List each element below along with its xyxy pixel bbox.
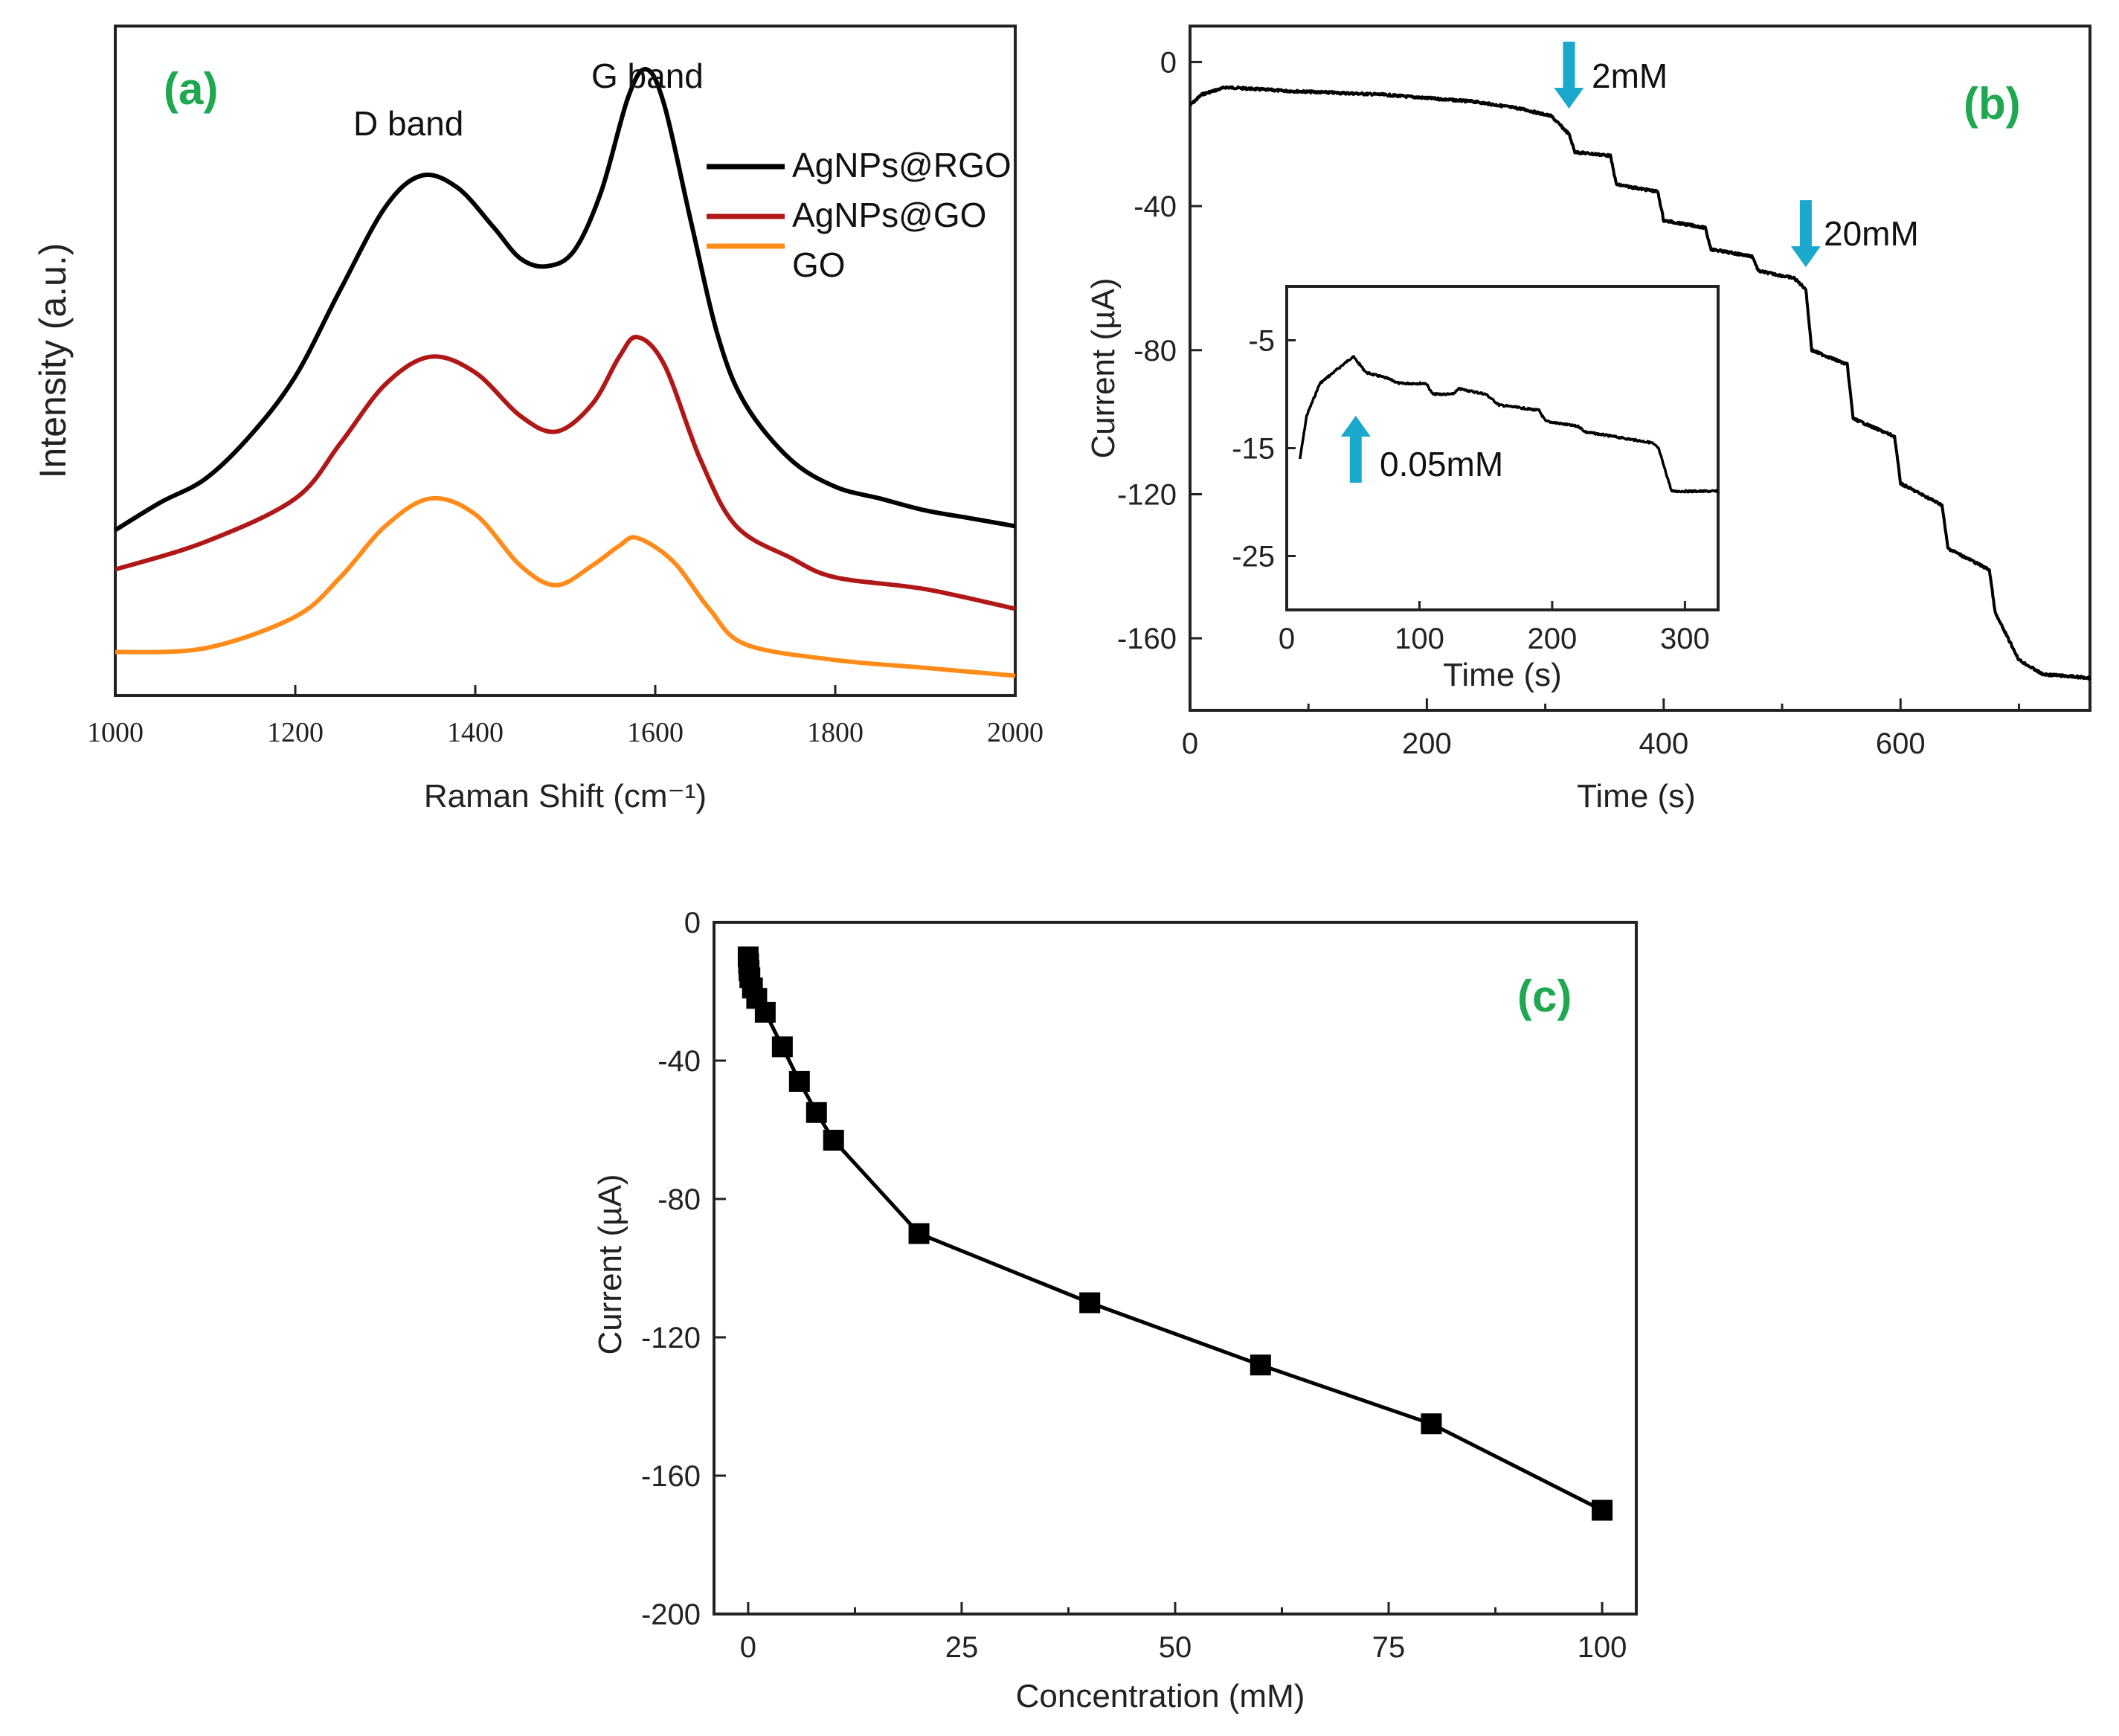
inset-x-axis-label: Time (s) xyxy=(1443,657,1562,693)
panel-a-raman-chart: 1000 1200 1400 1600 1800 2000 (a) D band G ba… xyxy=(32,25,1044,814)
y-tick-label--80: -80 xyxy=(657,1183,701,1216)
inset-x-tick-label-200: 200 xyxy=(1528,623,1578,655)
panel-a-series xyxy=(114,67,1016,678)
x-tick-label-25: 25 xyxy=(945,1631,979,1664)
panel-b-ticks: 0 200 400 600 0 -40 -80 -120 -160 xyxy=(1117,46,2020,760)
panel-b-label: (b) xyxy=(1964,79,2021,129)
panel-c-series xyxy=(737,946,1613,1521)
inset-x-tick-label-0: 0 xyxy=(1279,623,1295,655)
inset-y-tick-label--15: -15 xyxy=(1232,433,1275,466)
data-point-7 xyxy=(771,1036,793,1058)
data-point-14 xyxy=(1421,1413,1442,1435)
x-tick-label-0: 0 xyxy=(1182,727,1198,760)
legend-label-agnps-rgo: AgNPs@RGO xyxy=(792,146,1012,184)
y-tick-label--160: -160 xyxy=(641,1460,701,1493)
panel-b-amperometry-chart: 0 200 400 600 0 -40 -80 -120 -160 (b) 2mM 20mM T… xyxy=(1085,25,2091,814)
inset-series xyxy=(1299,355,1720,494)
panel-c-x-axis-label: Concentration (mM) xyxy=(1016,1678,1305,1714)
series-line-agnps-go xyxy=(115,335,1016,611)
inset-y-tick-label--5: -5 xyxy=(1248,325,1275,358)
series-line-go xyxy=(115,495,1016,678)
series-line-agnps-rgo xyxy=(114,67,1016,533)
x-tick-label-400: 400 xyxy=(1639,727,1688,760)
x-tick-label-50: 50 xyxy=(1159,1631,1192,1664)
panel-c-label: (c) xyxy=(1517,971,1572,1021)
x-tick-label-0: 0 xyxy=(740,1631,756,1664)
x-tick-label-1000: 1000 xyxy=(87,717,144,748)
y-tick-label--80: -80 xyxy=(1134,335,1177,367)
data-point-10 xyxy=(823,1129,844,1151)
y-tick-label--40: -40 xyxy=(1134,190,1177,223)
x-tick-label-600: 600 xyxy=(1876,727,1926,760)
panel-c-frame xyxy=(713,921,1638,1616)
panel-c-calibration-chart: 0 25 50 75 100 0 -40 -80 -120 -160 -200 (c) Concen… xyxy=(592,907,1638,1714)
y-tick-label--200: -200 xyxy=(641,1598,701,1631)
x-tick-label-100: 100 xyxy=(1578,1631,1627,1664)
annotation-2mm: 2mM xyxy=(1592,57,1668,95)
x-tick-label-1800: 1800 xyxy=(807,717,864,748)
x-tick-label-2000: 2000 xyxy=(987,717,1044,748)
inset-y-tick-label--25: -25 xyxy=(1232,541,1275,573)
data-point-9 xyxy=(806,1102,827,1123)
panel-b-y-axis-label: Current (µA) xyxy=(1085,278,1122,459)
panel-b-arrows xyxy=(1554,42,1821,268)
y-tick-label--160: -160 xyxy=(1117,623,1177,655)
panel-a-x-ticks: 1000 1200 1400 1600 1800 2000 xyxy=(87,685,1044,748)
arrow-20mm xyxy=(1790,200,1821,268)
panel-c-ticks: 0 25 50 75 100 0 -40 -80 -120 -160 -200 xyxy=(641,907,1627,1664)
x-tick-label-1400: 1400 xyxy=(447,717,504,748)
legend-label-go: GO xyxy=(792,245,846,284)
inset-x-tick-label-100: 100 xyxy=(1395,623,1444,655)
panel-a-y-axis-label: Intensity (a.u.) xyxy=(32,243,74,479)
data-point-11 xyxy=(908,1223,930,1244)
annotation-20mm: 20mM xyxy=(1824,214,1919,253)
series-line-calibration xyxy=(746,957,1604,1512)
data-point-15 xyxy=(1592,1499,1613,1521)
data-point-12 xyxy=(1079,1292,1101,1314)
panel-a-legend: AgNPs@RGO AgNPs@GO GO xyxy=(707,146,1012,284)
y-tick-label-0: 0 xyxy=(1160,46,1177,79)
x-tick-label-200: 200 xyxy=(1402,727,1452,760)
panel-b-inset-chart: 0 100 200 300 -5 -15 -25 0.05mM Time (s) xyxy=(1232,285,1720,693)
panel-b-x-axis-label: Time (s) xyxy=(1577,778,1696,814)
x-tick-label-1200: 1200 xyxy=(267,717,324,748)
inset-arrow xyxy=(1340,416,1371,483)
panel-a-x-axis-label: Raman Shift (cm⁻¹) xyxy=(424,778,707,814)
d-band-annotation: D band xyxy=(353,104,463,143)
y-tick-label-0: 0 xyxy=(684,907,701,939)
panel-c-y-axis-label: Current (µA) xyxy=(592,1174,628,1355)
y-tick-label--40: -40 xyxy=(657,1045,701,1078)
data-point-13 xyxy=(1250,1354,1271,1376)
panel-b-frame xyxy=(1189,25,2091,712)
annotation-0-05mm: 0.05mM xyxy=(1380,445,1503,483)
panel-a-label: (a) xyxy=(164,64,218,114)
y-tick-label--120: -120 xyxy=(641,1322,701,1354)
inset-x-tick-label-300: 300 xyxy=(1660,623,1710,655)
data-point-6 xyxy=(754,1001,776,1023)
panel-b-series xyxy=(1189,85,2091,681)
inset-ticks: 0 100 200 300 -5 -15 -25 xyxy=(1232,325,1710,656)
series-line-amperometric-response xyxy=(1189,85,2091,681)
x-tick-label-75: 75 xyxy=(1372,1631,1406,1664)
inset-series-line xyxy=(1299,355,1720,494)
data-point-8 xyxy=(788,1070,810,1092)
panel-a-frame xyxy=(114,25,1017,697)
x-tick-label-1600: 1600 xyxy=(627,717,684,748)
legend-label-agnps-go: AgNPs@GO xyxy=(792,196,986,234)
arrow-0-05mm xyxy=(1340,416,1371,483)
y-tick-label--120: -120 xyxy=(1117,478,1177,511)
g-band-annotation: G band xyxy=(591,57,704,95)
arrow-2mm xyxy=(1554,42,1584,109)
